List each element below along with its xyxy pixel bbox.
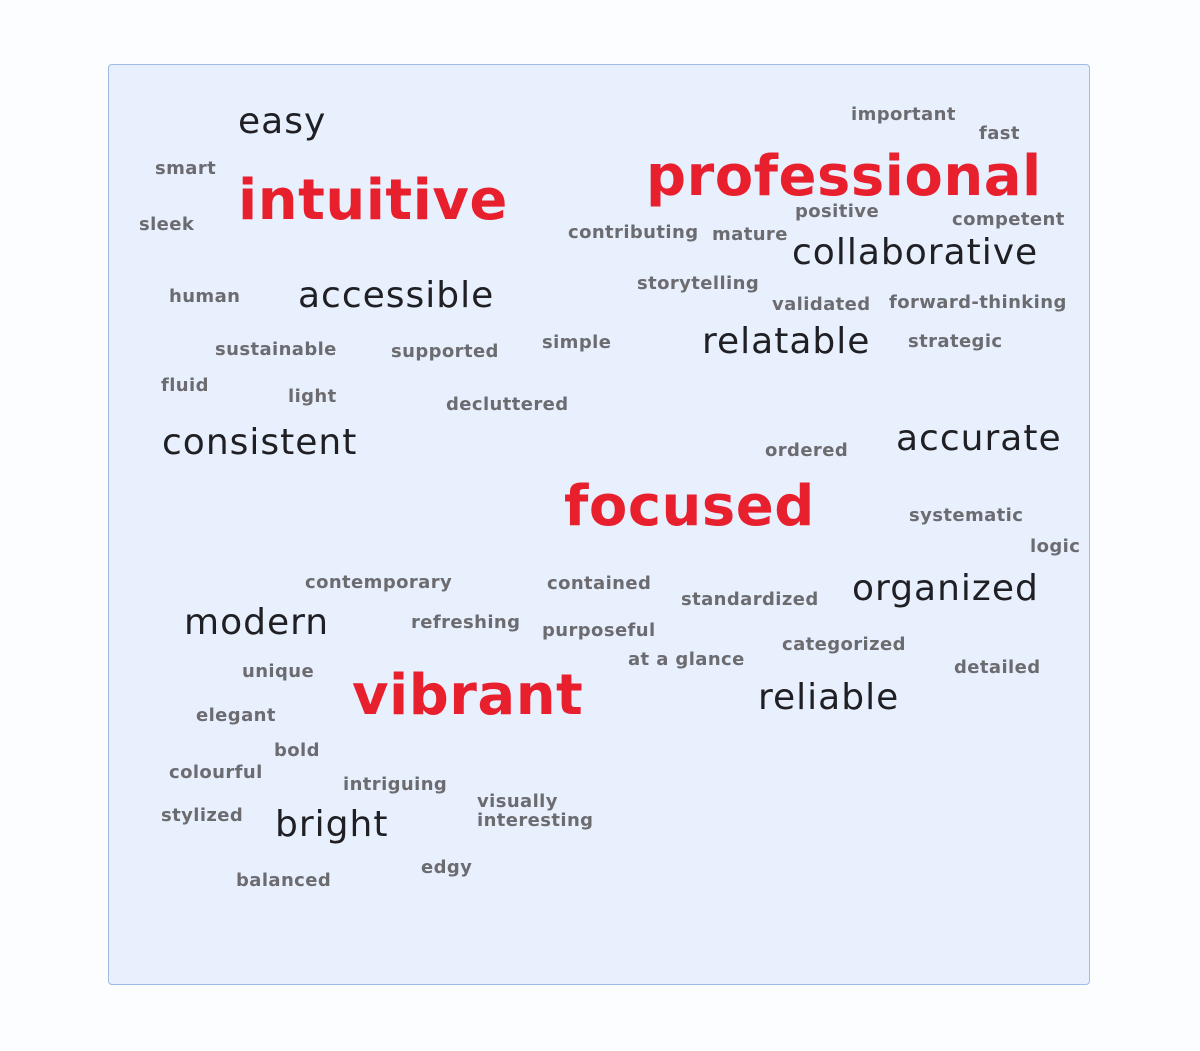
word-simple: simple (542, 332, 612, 353)
word-easy: easy (238, 101, 327, 142)
word-vibrant: vibrant (352, 663, 584, 728)
word-bold: bold (274, 740, 320, 761)
word-strategic: strategic (908, 331, 1003, 352)
word-cloud-panel (108, 64, 1090, 985)
word-contemporary: contemporary (305, 572, 453, 593)
word-logic: logic (1030, 536, 1081, 557)
word-professional: professional (646, 144, 1042, 209)
word-forward-thinking: forward-thinking (889, 292, 1067, 313)
word-human: human (169, 286, 241, 307)
word-fluid: fluid (161, 375, 209, 396)
word-decluttered: decluttered (446, 394, 569, 415)
word-sleek: sleek (139, 214, 195, 235)
word-contributing: contributing (568, 222, 699, 243)
word-visually: visually (477, 791, 558, 812)
word-refreshing: refreshing (411, 612, 521, 633)
word-light: light (288, 386, 337, 407)
word-organized: organized (852, 568, 1039, 609)
word-unique: unique (242, 661, 315, 682)
word-important: important (851, 104, 956, 125)
word-visually-interesting: visually interesting (477, 792, 593, 830)
word-bright: bright (275, 804, 389, 845)
word-mature: mature (712, 224, 788, 245)
word-fast: fast (979, 123, 1020, 144)
word-competent: competent (952, 209, 1065, 230)
word-categorized: categorized (782, 634, 906, 655)
word-elegant: elegant (196, 705, 276, 726)
word-supported: supported (391, 341, 499, 362)
word-positive: positive (795, 201, 880, 222)
word-modern: modern (184, 602, 330, 643)
word-detailed: detailed (954, 657, 1041, 678)
word-accessible: accessible (298, 275, 495, 316)
word-contained: contained (547, 573, 652, 594)
word-colourful: colourful (169, 762, 263, 783)
word-purposeful: purposeful (542, 620, 656, 641)
word-systematic: systematic (909, 505, 1024, 526)
word-reliable: reliable (758, 677, 900, 718)
word-at-a-glance: at a glance (628, 649, 745, 670)
word-stylized: stylized (161, 805, 244, 826)
word-storytelling: storytelling (637, 273, 760, 294)
word-collaborative: collaborative (792, 232, 1039, 273)
word-interesting: interesting (477, 810, 594, 831)
word-balanced: balanced (236, 870, 332, 891)
word-relatable: relatable (702, 321, 871, 362)
word-sustainable: sustainable (215, 339, 337, 360)
word-edgy: edgy (421, 857, 473, 878)
word-standardized: standardized (681, 589, 819, 610)
word-ordered: ordered (765, 440, 849, 461)
word-intuitive: intuitive (238, 168, 508, 233)
word-focused: focused (564, 474, 815, 539)
word-smart: smart (155, 158, 217, 179)
word-consistent: consistent (162, 422, 358, 463)
word-validated: validated (772, 294, 871, 315)
word-accurate: accurate (896, 418, 1062, 459)
word-intriguing: intriguing (343, 774, 448, 795)
